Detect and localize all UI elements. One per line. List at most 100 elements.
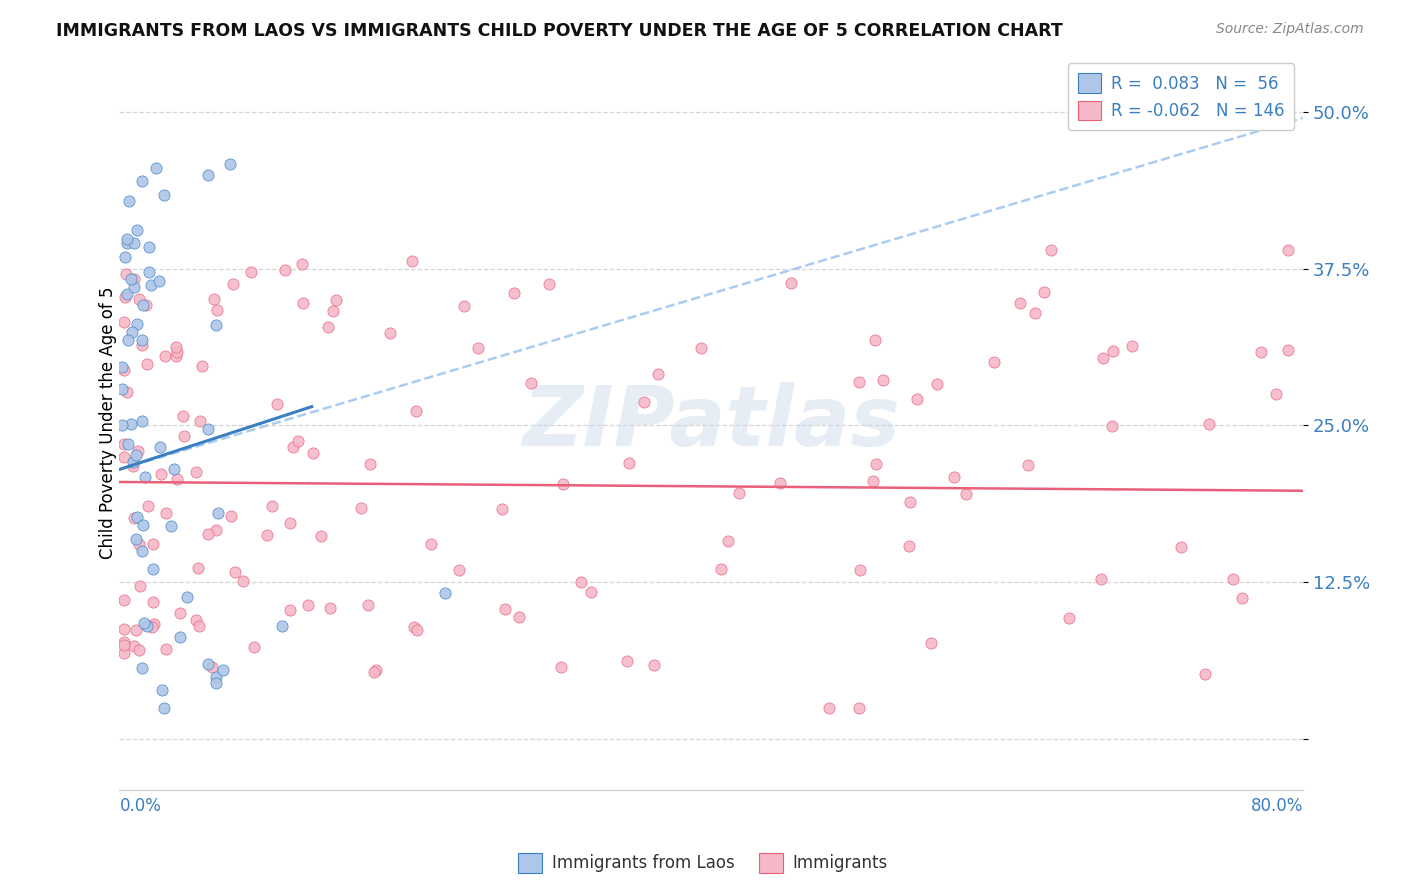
Point <box>319 601 342 615</box>
Point <box>111 382 134 396</box>
Point <box>1277 243 1299 257</box>
Point <box>128 642 150 657</box>
Point <box>111 360 134 375</box>
Point <box>138 240 160 254</box>
Point <box>120 417 142 431</box>
Point <box>325 293 347 307</box>
Y-axis label: Child Poverty Under the Age of 5: Child Poverty Under the Age of 5 <box>100 286 117 558</box>
Point <box>898 539 921 553</box>
Point <box>204 669 226 683</box>
Point <box>419 537 441 551</box>
Point <box>186 613 208 627</box>
Point <box>142 617 165 632</box>
Point <box>453 299 475 313</box>
Point <box>1170 541 1192 555</box>
Point <box>256 528 278 542</box>
Point <box>1101 343 1123 358</box>
Point <box>363 665 385 679</box>
Point <box>188 414 211 428</box>
Point <box>848 375 870 389</box>
Point <box>132 298 155 312</box>
Point <box>350 500 373 515</box>
Point <box>643 658 665 673</box>
Point <box>155 641 177 656</box>
Point <box>717 534 740 549</box>
Point <box>124 272 146 286</box>
Point <box>112 622 135 636</box>
Point <box>1024 306 1046 320</box>
Point <box>134 469 156 483</box>
Point <box>616 654 638 668</box>
Point <box>301 445 323 459</box>
Point <box>579 584 602 599</box>
Point <box>142 562 165 576</box>
Point <box>173 429 195 443</box>
Point <box>111 418 134 433</box>
Point <box>114 290 136 304</box>
Point <box>135 357 157 371</box>
Point <box>187 619 209 633</box>
Text: IMMIGRANTS FROM LAOS VS IMMIGRANTS CHILD POVERTY UNDER THE AGE OF 5 CORRELATION : IMMIGRANTS FROM LAOS VS IMMIGRANTS CHILD… <box>56 22 1063 40</box>
Point <box>166 472 188 486</box>
Point <box>1033 285 1056 299</box>
Point <box>848 701 870 715</box>
Point <box>262 499 284 513</box>
Point <box>538 277 561 291</box>
Point <box>201 660 224 674</box>
Point <box>449 563 471 577</box>
Point <box>322 304 344 318</box>
Point <box>112 635 135 649</box>
Point <box>297 599 319 613</box>
Point <box>112 638 135 652</box>
Point <box>115 268 138 282</box>
Point <box>112 593 135 607</box>
Point <box>1250 345 1272 359</box>
Point <box>551 476 574 491</box>
Point <box>278 603 301 617</box>
Point <box>118 194 141 209</box>
Point <box>494 601 516 615</box>
Point <box>150 467 173 481</box>
Point <box>125 223 148 237</box>
Point <box>124 448 146 462</box>
Point <box>357 599 380 613</box>
Point <box>942 470 965 484</box>
Point <box>155 506 177 520</box>
Point <box>121 325 143 339</box>
Point <box>872 374 894 388</box>
Point <box>205 523 228 537</box>
Point <box>139 278 162 293</box>
Point <box>115 232 138 246</box>
Point <box>710 562 733 576</box>
Point <box>122 510 145 524</box>
Point <box>780 276 803 290</box>
Point <box>131 174 153 188</box>
Point <box>865 457 887 471</box>
Point <box>165 340 187 354</box>
Point <box>134 616 156 631</box>
Point <box>1008 296 1031 310</box>
Point <box>927 377 949 392</box>
Point <box>142 537 165 551</box>
Point <box>145 161 167 175</box>
Point <box>292 295 315 310</box>
Point <box>115 384 138 399</box>
Point <box>135 298 157 312</box>
Point <box>865 333 887 347</box>
Point <box>401 253 423 268</box>
Point <box>955 487 977 501</box>
Point <box>153 701 176 715</box>
Point <box>1017 458 1039 472</box>
Point <box>550 660 572 674</box>
Point <box>112 437 135 451</box>
Point <box>114 250 136 264</box>
Point <box>366 663 388 677</box>
Point <box>219 157 242 171</box>
Point <box>1121 339 1143 353</box>
Point <box>169 631 191 645</box>
Point <box>121 459 143 474</box>
Point <box>122 455 145 469</box>
Point <box>115 236 138 251</box>
Point <box>149 440 172 454</box>
Point <box>983 355 1005 369</box>
